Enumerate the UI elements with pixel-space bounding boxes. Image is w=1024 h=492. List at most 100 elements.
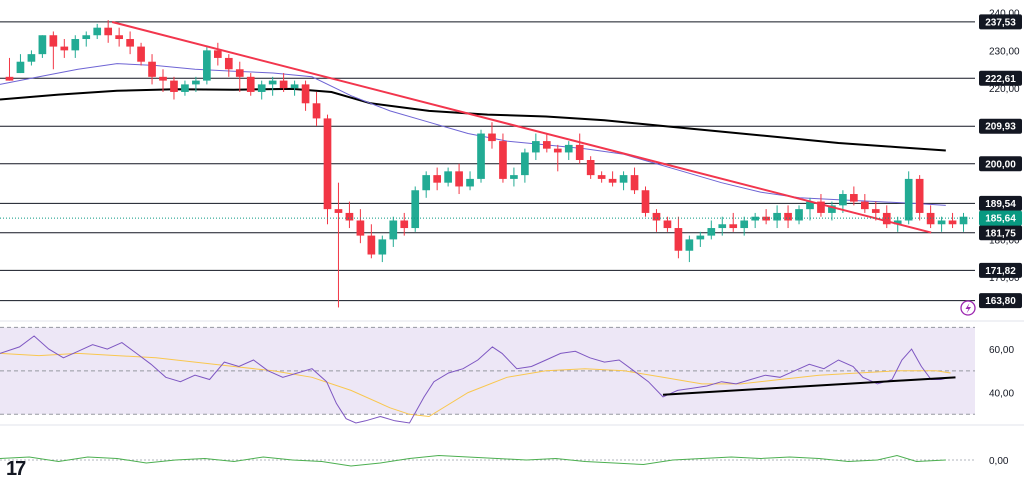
- candle-body: [104, 27, 113, 36]
- price-tick-label: 240,00: [989, 9, 1020, 20]
- candle-body: [652, 212, 661, 221]
- candle-body: [630, 175, 639, 191]
- candle-body: [948, 220, 957, 225]
- candle-body: [126, 39, 134, 47]
- candle-body: [586, 160, 595, 176]
- candle-body: [959, 216, 968, 225]
- candle-body: [817, 201, 825, 213]
- candle-body: [38, 35, 47, 55]
- rsi-ma-line: [0, 352, 951, 418]
- candle-body: [213, 50, 222, 58]
- candle-body: [860, 201, 869, 210]
- candle-body: [663, 220, 672, 229]
- candle-body: [477, 133, 485, 179]
- rsi-axis: 60,00 40,00: [989, 345, 1014, 399]
- level-badge: [979, 195, 1022, 211]
- candle-body: [159, 76, 167, 81]
- candle-body: [60, 46, 69, 51]
- candle-body: [82, 35, 91, 40]
- level-badge-label: 209,93: [985, 122, 1016, 133]
- candle-body: [279, 80, 288, 89]
- candle-body: [795, 209, 803, 221]
- candle-body: [301, 84, 310, 104]
- candle-body: [27, 54, 36, 62]
- candle-body: [137, 46, 145, 62]
- momentum-tick-label: 0,00: [989, 456, 1009, 467]
- candle-body: [455, 171, 463, 187]
- price-tick-label: 230,00: [989, 46, 1020, 57]
- level-badge: [979, 70, 1022, 86]
- candle-body: [707, 228, 716, 236]
- candle-body: [773, 212, 781, 221]
- candle-body: [5, 76, 14, 81]
- candle-body: [400, 220, 409, 229]
- candle-body: [850, 194, 858, 202]
- candle-body: [893, 220, 902, 225]
- candle-body: [499, 141, 507, 179]
- candle-body: [696, 235, 705, 240]
- rsi-pane: 60,00 40,00: [0, 326, 1014, 424]
- downtrend-line[interactable]: [111, 21, 932, 234]
- candle-body: [148, 61, 156, 77]
- candle-body: [641, 190, 650, 213]
- candle-body: [674, 228, 683, 251]
- candle-body: [312, 103, 321, 119]
- candle-body: [235, 69, 244, 77]
- candles: [5, 20, 968, 308]
- level-badge: [979, 156, 1022, 172]
- candle-body: [345, 212, 354, 221]
- candle-body: [93, 27, 102, 36]
- candle-body: [729, 224, 738, 229]
- horizontal-levels: [0, 21, 975, 302]
- candle-body: [882, 212, 891, 225]
- candle-body: [334, 209, 343, 213]
- rsi-tick-label: 60,00: [989, 345, 1014, 356]
- level-badge-label: 163,80: [985, 296, 1016, 307]
- momentum-axis: 0,00: [989, 456, 1009, 467]
- price-tick-label: 170,00: [989, 273, 1020, 284]
- candle-body: [597, 175, 606, 179]
- sma-200-line: [0, 87, 946, 152]
- candle-body: [718, 224, 727, 229]
- price-tick-label: 180,00: [989, 235, 1020, 246]
- candle-body: [466, 178, 474, 187]
- level-badge: [979, 118, 1022, 134]
- level-badge-label: 237,53: [985, 17, 1016, 28]
- candle-body: [904, 178, 913, 221]
- candle-body: [367, 235, 376, 255]
- momentum-pane: 0,00: [0, 454, 1009, 467]
- candle-body: [16, 61, 25, 74]
- candle-body: [685, 239, 694, 251]
- candle-body: [378, 239, 387, 255]
- candle-body: [828, 205, 836, 213]
- candle-body: [290, 84, 299, 89]
- candle-body: [356, 220, 365, 236]
- candle-body: [915, 178, 924, 213]
- level-badge: [979, 293, 1022, 309]
- tradingview-logo[interactable]: 17: [6, 458, 26, 480]
- candle-body: [246, 76, 255, 92]
- candle-body: [203, 50, 211, 81]
- rsi-band-lines: [0, 326, 975, 415]
- candle-body: [553, 148, 562, 153]
- candle-body: [510, 175, 518, 179]
- candle-body: [926, 212, 935, 225]
- candle-body: [433, 175, 441, 183]
- candle-body: [192, 80, 200, 85]
- rsi-support-line[interactable]: [662, 376, 956, 396]
- candle-body: [71, 39, 80, 51]
- candle-body: [806, 201, 814, 210]
- candle-body: [575, 144, 584, 160]
- lightning-icon[interactable]: [960, 300, 976, 316]
- price-tick-label: 220,00: [989, 84, 1020, 95]
- candle-body: [542, 141, 551, 149]
- candle-body: [564, 144, 573, 153]
- candle-body: [608, 178, 617, 183]
- rsi-tick-label: 40,00: [989, 389, 1014, 400]
- price-pane: [0, 20, 975, 308]
- candle-body: [411, 190, 420, 229]
- candle-body: [762, 216, 770, 221]
- candle-body: [257, 84, 266, 92]
- candle-body: [521, 152, 529, 176]
- candle-body: [224, 57, 233, 70]
